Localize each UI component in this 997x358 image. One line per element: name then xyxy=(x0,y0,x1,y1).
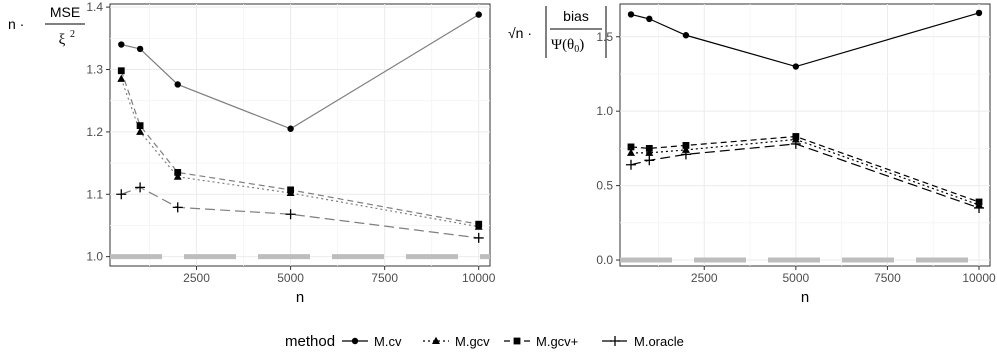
data-point-M.oracle xyxy=(625,159,636,170)
left-y-tick-labels: 1.0 1.1 1.2 1.3 1.4 xyxy=(86,0,110,264)
data-point-M.gcv xyxy=(136,127,145,135)
series-M.gcv+ xyxy=(627,133,983,206)
y-tick-label: 1.1 xyxy=(86,187,103,201)
legend-items: M.cv M.gcv M.gcv+ M.oracle xyxy=(342,334,684,349)
left-x-tick-labels: 2500 5000 7500 10000 xyxy=(183,266,496,285)
y-tick-label: 0.0 xyxy=(596,253,613,267)
legend-item-M.gcv+: M.gcv+ xyxy=(504,334,578,349)
x-tick-label: 10000 xyxy=(462,271,496,285)
data-point-M.oracle xyxy=(172,202,183,213)
data-point-M.gcv+ xyxy=(627,143,635,151)
data-point-M.gcv+ xyxy=(682,142,690,149)
data-point-M.oracle xyxy=(116,189,127,200)
legend-key-marker xyxy=(513,337,521,345)
series-line-M.oracle xyxy=(630,143,980,209)
legend-key-marker xyxy=(432,336,440,344)
data-point-M.cv xyxy=(475,11,482,18)
data-point-M.gcv+ xyxy=(287,186,294,194)
legend-item-M.cv: M.cv xyxy=(342,334,402,349)
legend-key-marker xyxy=(351,337,359,345)
data-point-M.gcv+ xyxy=(174,169,182,176)
left-plot-area xyxy=(109,3,491,267)
left-panel: 2500 5000 7500 10000 1.0 1.1 1.2 1.3 1.4 n n · … xyxy=(8,0,496,306)
right-x-axis-title: n xyxy=(801,289,809,306)
right-ylabel-numerator: bias xyxy=(563,8,589,24)
data-point-M.cv xyxy=(174,81,181,88)
series-M.cv xyxy=(627,9,983,70)
data-point-M.cv xyxy=(118,41,125,48)
data-point-M.cv xyxy=(287,125,294,132)
data-point-M.gcv+ xyxy=(475,220,483,228)
right-ylabel-denominator: Ψ(θ0) xyxy=(551,37,584,55)
data-point-M.oracle xyxy=(285,209,296,220)
right-ylabel-prefix: √n · xyxy=(508,25,532,41)
left-ylabel-denominator: ξ xyxy=(59,32,66,48)
series-M.gcv+ xyxy=(117,67,483,228)
data-point-M.cv xyxy=(136,45,144,53)
y-tick-label: 1.0 xyxy=(596,104,613,118)
series-M.oracle xyxy=(116,182,484,243)
data-point-M.oracle xyxy=(135,182,146,193)
x-tick-label: 2500 xyxy=(691,271,718,285)
x-tick-label: 5000 xyxy=(277,271,304,285)
data-point-M.oracle xyxy=(974,202,985,213)
data-point-M.gcv+ xyxy=(792,133,800,140)
legend-key-marker xyxy=(610,336,620,346)
x-tick-label: 7500 xyxy=(874,271,901,285)
left-y-axis-title: n · MSE ξ 2 xyxy=(8,4,85,48)
data-point-M.gcv+ xyxy=(136,122,144,130)
y-tick-label: 0.5 xyxy=(596,179,613,193)
legend-item-label: M.cv xyxy=(374,334,402,349)
legend: method M.cv M.gcv M.gcv+ M.oracle xyxy=(285,333,684,350)
legend-item-M.oracle: M.oracle xyxy=(602,334,684,349)
legend-item-label: M.gcv+ xyxy=(536,334,578,349)
data-point-M.gcv xyxy=(626,148,635,156)
left-series-group xyxy=(116,11,484,243)
data-point-M.gcv xyxy=(681,145,690,153)
left-ylabel-numerator: MSE xyxy=(50,4,80,20)
series-M.oracle xyxy=(625,138,985,213)
data-point-M.cv xyxy=(627,11,635,18)
data-point-M.gcv+ xyxy=(117,67,125,75)
y-tick-label: 1.0 xyxy=(86,250,103,264)
x-tick-label: 2500 xyxy=(183,271,210,285)
data-point-M.oracle xyxy=(680,149,691,160)
series-M.cv xyxy=(118,11,482,132)
right-gridlines xyxy=(620,4,990,266)
data-point-M.gcv xyxy=(173,172,182,180)
y-tick-label: 1.4 xyxy=(86,0,103,14)
right-series-group xyxy=(625,9,985,213)
left-x-axis-title: n xyxy=(296,289,304,306)
y-tick-label: 1.5 xyxy=(596,30,613,44)
right-panel: 2500 5000 7500 10000 0.0 0.5 1.0 1.5 n √n · bi… xyxy=(508,3,996,306)
data-point-M.gcv xyxy=(645,148,654,156)
right-x-tick-labels: 2500 5000 7500 10000 xyxy=(691,266,996,285)
y-tick-label: 1.2 xyxy=(86,125,103,139)
legend-item-label: M.gcv xyxy=(455,334,490,349)
legend-item-M.gcv: M.gcv xyxy=(423,334,490,349)
data-point-M.cv xyxy=(792,63,800,70)
left-ylabel-prefix: n · xyxy=(8,16,24,32)
x-tick-label: 7500 xyxy=(371,271,398,285)
data-point-M.cv xyxy=(975,9,983,17)
data-point-M.cv xyxy=(682,32,690,39)
legend-item-label: M.oracle xyxy=(634,334,684,349)
data-point-M.oracle xyxy=(790,138,801,149)
right-y-tick-labels: 0.0 0.5 1.0 1.5 xyxy=(596,30,620,267)
y-tick-label: 1.3 xyxy=(86,63,103,77)
data-point-M.gcv+ xyxy=(975,198,983,206)
left-gridlines xyxy=(110,4,490,266)
data-point-M.gcv+ xyxy=(645,144,653,152)
data-point-M.oracle xyxy=(644,155,655,166)
left-ylabel-denominator-sup: 2 xyxy=(70,29,75,40)
data-point-M.gcv xyxy=(117,74,126,82)
x-tick-label: 10000 xyxy=(962,271,996,285)
right-y-axis-title: √n · bias Ψ(θ0) xyxy=(508,6,607,58)
legend-title: method xyxy=(285,333,335,350)
data-point-M.cv xyxy=(646,15,653,23)
right-plot-area xyxy=(619,3,991,267)
x-tick-label: 5000 xyxy=(782,271,809,285)
data-point-M.oracle xyxy=(473,232,484,243)
